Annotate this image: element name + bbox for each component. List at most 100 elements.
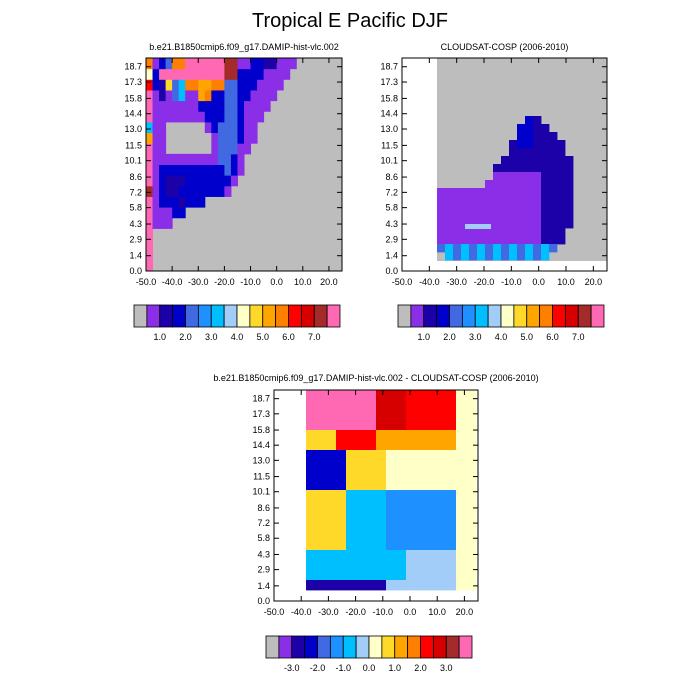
no-data-region (437, 261, 607, 271)
heatmap-cell (386, 460, 397, 471)
colorbar-swatch (317, 635, 331, 659)
heatmap-cell (426, 550, 437, 561)
heatmap-cell (466, 400, 477, 411)
heatmap-cell (446, 430, 457, 441)
colorbar-swatch (539, 304, 553, 328)
colorbar-swatch (291, 635, 306, 659)
heatmap-cell (396, 480, 407, 491)
colorbar-swatch (236, 304, 251, 328)
heatmap-cell (549, 180, 558, 189)
heatmap-cell (376, 430, 387, 441)
heatmap-cell (172, 207, 180, 219)
heatmap-cell (436, 510, 447, 521)
heatmap-cell (501, 228, 510, 237)
heatmap-cell (456, 500, 467, 511)
heatmap-cell (477, 252, 486, 261)
heatmap-cell (165, 164, 173, 176)
heatmap-cell (211, 143, 219, 155)
heatmap-cell (172, 58, 180, 70)
heatmap-cell (461, 204, 470, 213)
heatmap-cell (549, 172, 558, 181)
y-tick-label: 2.9 (257, 565, 270, 575)
heatmap-cell (565, 196, 574, 205)
heatmap-cell (386, 550, 397, 561)
heatmap-cell (346, 460, 357, 471)
colorbar-label: 5.0 (520, 332, 533, 342)
heatmap-cell (541, 244, 550, 253)
colorbar-label: 6.0 (282, 332, 295, 342)
heatmap-cell (485, 220, 494, 229)
heatmap-cell (445, 188, 454, 197)
heatmap-cell (376, 580, 387, 591)
colorbar-label: 3.0 (469, 332, 482, 342)
heatmap-cell (493, 212, 502, 221)
colorbar-swatch (265, 635, 280, 659)
heatmap-cell (426, 580, 437, 591)
heatmap-cell (541, 228, 550, 237)
colorbar-swatch (577, 304, 592, 328)
missing-background (402, 58, 607, 271)
heatmap-cell (152, 111, 160, 123)
x-tick-label: -10.0 (373, 607, 394, 617)
y-tick-label: 13.0 (252, 455, 270, 465)
heatmap-cell (366, 460, 377, 471)
heatmap-cell (152, 175, 160, 187)
heatmap-cell (469, 244, 478, 253)
heatmap-cell (525, 164, 534, 173)
heatmap-cell (416, 460, 427, 471)
heatmap-cell (159, 196, 167, 208)
heatmap-cell (376, 410, 387, 421)
heatmap-cell (525, 236, 534, 245)
heatmap-cell (485, 252, 494, 261)
heatmap-cell (525, 116, 534, 125)
heatmap-cell (326, 400, 337, 411)
heatmap-cell (466, 550, 477, 561)
heatmap-cell (386, 560, 397, 571)
heatmap-cell (366, 480, 377, 491)
plot-background (274, 390, 478, 601)
colorbar-swatch (526, 304, 541, 328)
heatmap-cell (541, 220, 550, 229)
heatmap-cell (436, 530, 447, 541)
y-tick-label: 15.8 (252, 425, 270, 435)
heatmap-cell (416, 550, 427, 561)
heatmap-cell (493, 180, 502, 189)
heatmap-cell (376, 390, 387, 401)
heatmap-cell (386, 440, 397, 451)
heatmap-cell (152, 153, 160, 165)
heatmap-cell (446, 400, 457, 411)
no-data-region (402, 58, 437, 271)
heatmap-cell (165, 68, 173, 80)
colorbar-swatch (210, 304, 225, 328)
heatmap-cell (306, 490, 317, 501)
heatmap-cell (376, 510, 387, 521)
heatmap-cell (250, 58, 258, 70)
heatmap-cell (165, 79, 173, 91)
heatmap-cell (366, 560, 377, 571)
heatmap-cell (456, 400, 467, 411)
heatmap-cell (501, 252, 510, 261)
heatmap-cell (316, 390, 327, 401)
x-tick-label: -50.0 (392, 277, 413, 287)
heatmap-cell (326, 520, 337, 531)
heatmap-cell (501, 196, 510, 205)
heatmap-cell (316, 500, 327, 511)
heatmap-cell (477, 236, 486, 245)
heatmap-cell (533, 204, 542, 213)
y-tick-label: 1.4 (257, 581, 270, 591)
heatmap-cell (406, 580, 417, 591)
heatmap-cell (466, 460, 477, 471)
heatmap-cell (244, 100, 252, 112)
heatmap-cell (346, 420, 357, 431)
heatmap-cell (533, 180, 542, 189)
heatmap-cell (356, 570, 367, 581)
heatmap-cell (283, 58, 291, 70)
heatmap-cell (386, 430, 397, 441)
panel-title: b.e21.B1850cmip6.f09_g17.DAMIP-hist-vlc.… (213, 373, 538, 383)
heatmap-cell (436, 430, 447, 441)
heatmap-cell (456, 440, 467, 451)
colorbar-label: -3.0 (284, 663, 300, 673)
heatmap-cell (366, 580, 377, 591)
heatmap-cell (356, 440, 367, 451)
y-tick-label: 7.2 (385, 187, 398, 197)
